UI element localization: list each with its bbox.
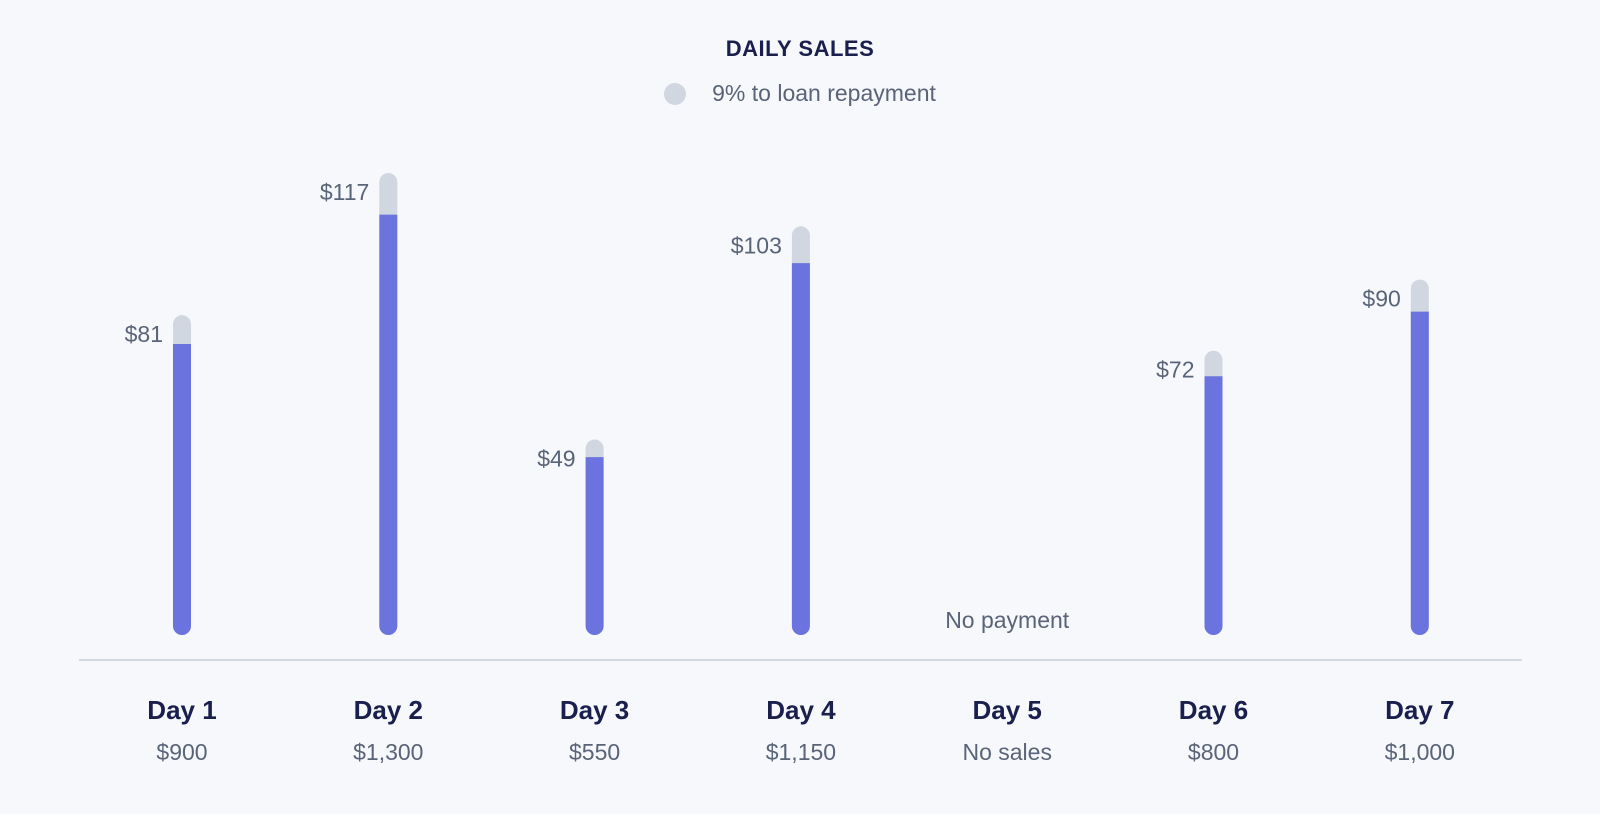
category-label: Day 1: [147, 695, 216, 725]
bar-sales-segment: [791, 263, 810, 635]
sales-value-label: $1,150: [766, 739, 836, 765]
sales-value-label: No sales: [962, 739, 1051, 765]
repayment-value-label: $49: [537, 446, 575, 472]
sales-value-label: $1,000: [1385, 739, 1455, 765]
repayment-value-label: $90: [1362, 286, 1400, 312]
category-label: Day 3: [560, 695, 629, 725]
category-label: Day 5: [973, 695, 1042, 725]
legend-swatch-repayment: [664, 82, 687, 105]
bar-sales-segment: [173, 343, 191, 635]
sales-value-label: $1,300: [353, 739, 423, 765]
sales-value-label: $900: [156, 739, 207, 765]
category-label: Day 4: [766, 695, 836, 725]
bar-sales-segment: [1204, 376, 1223, 635]
category-label: Day 7: [1385, 695, 1454, 725]
legend: 9% to loan repayment: [0, 80, 1600, 107]
repayment-value-label: $103: [731, 232, 782, 258]
sales-value-label: $800: [1188, 739, 1239, 765]
repayment-value-label: $117: [320, 179, 369, 205]
legend-label-repayment: 9% to loan repayment: [712, 80, 936, 106]
category-label: Day 6: [1179, 695, 1248, 725]
chart-title: DAILY SALES: [725, 36, 875, 61]
zero-repayment-label: No payment: [945, 607, 1070, 633]
category-label: Day 2: [354, 695, 423, 725]
repayment-value-label: $81: [125, 321, 163, 347]
sales-value-label: $550: [569, 739, 620, 765]
bar-sales-segment: [585, 457, 604, 635]
bar-sales-segment: [379, 214, 398, 635]
repayment-value-label: $72: [1156, 357, 1194, 383]
bar-sales-segment: [1410, 311, 1429, 635]
